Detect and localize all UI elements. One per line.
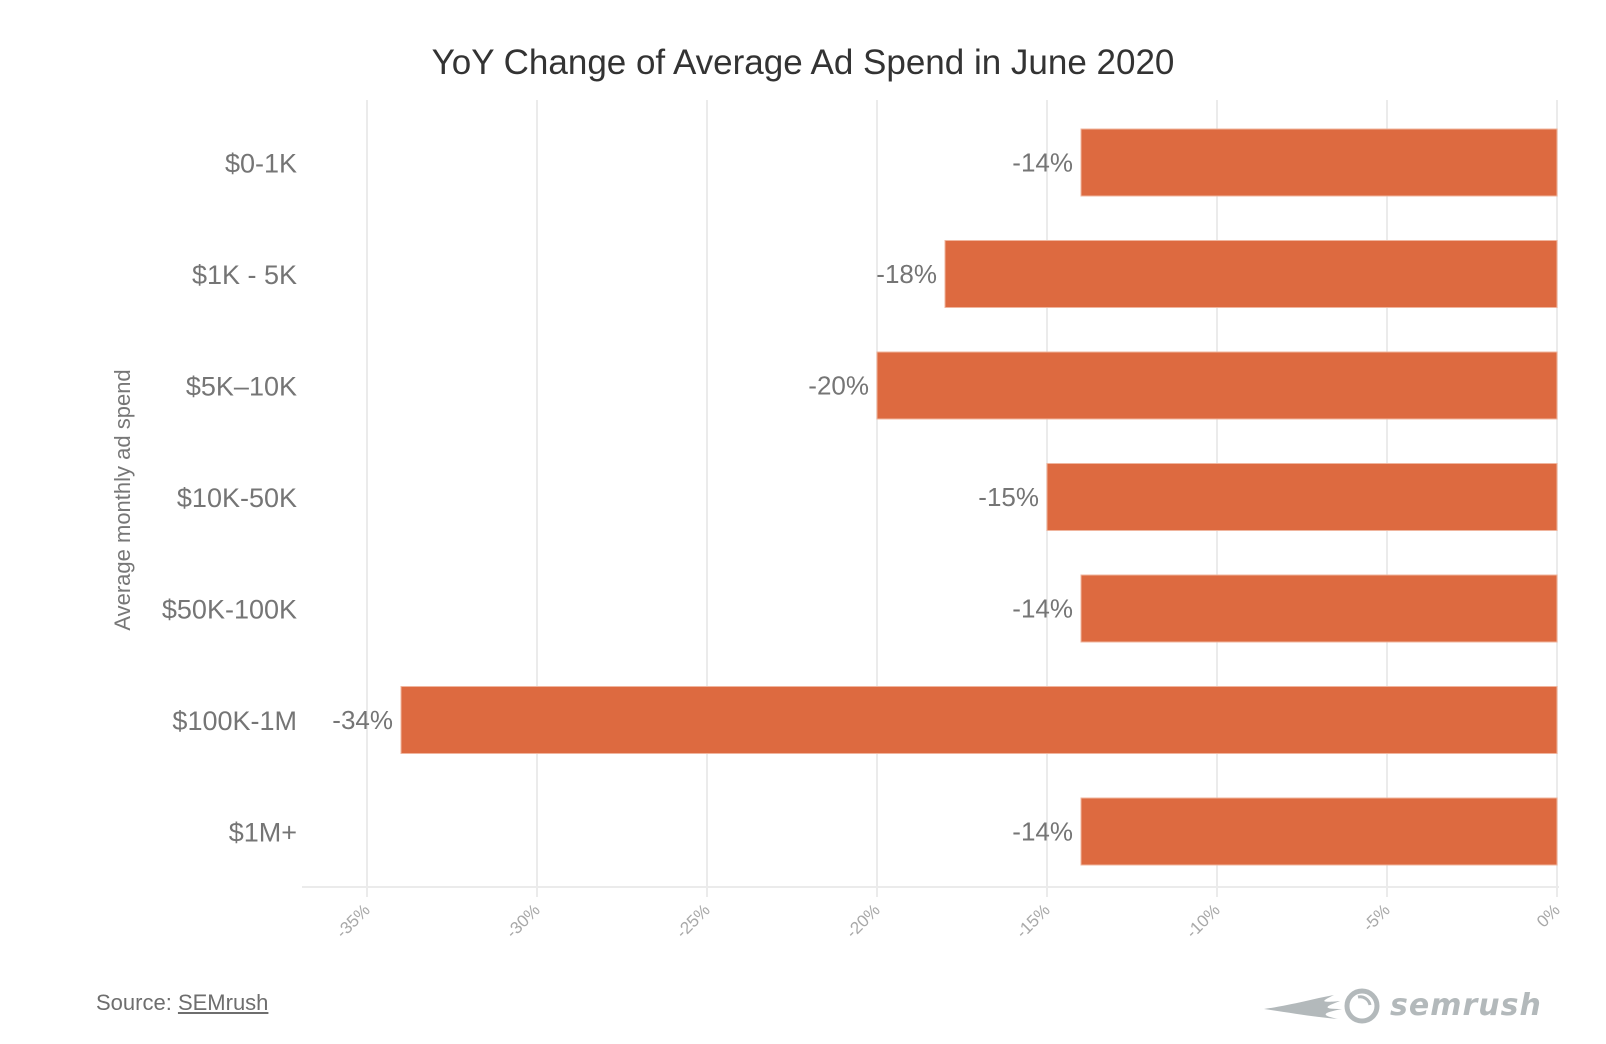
bar — [944, 240, 1558, 308]
category-label: $1K - 5K — [192, 260, 297, 290]
x-tick-label: -25% — [672, 900, 713, 941]
bar — [1046, 463, 1558, 531]
category-label: $0-1K — [225, 149, 297, 179]
data-labels: -14% -18% -20% -15% -14% -34% -14% — [332, 148, 1073, 847]
bar — [400, 686, 1558, 754]
category-label: $5K–10K — [186, 372, 297, 402]
x-tick-label: 0% — [1533, 900, 1564, 931]
x-tick-label: -15% — [1012, 900, 1053, 941]
category-label: $50K-100K — [162, 595, 297, 625]
logo-wordmark: semrush — [1390, 987, 1542, 1023]
semrush-logo: semrush — [1262, 985, 1542, 1025]
category-label: $10K-50K — [177, 483, 297, 513]
bars — [400, 128, 1558, 866]
data-label: -14% — [1012, 594, 1073, 624]
data-label: -14% — [1012, 148, 1073, 178]
x-tick-label: -5% — [1359, 900, 1394, 935]
x-tick-label: -10% — [1182, 900, 1223, 941]
category-label: $1M+ — [229, 818, 297, 848]
y-axis-label: Average monthly ad spend — [110, 369, 135, 630]
x-tick-label: -30% — [502, 900, 543, 941]
data-label: -14% — [1012, 817, 1073, 847]
x-tick-labels: -35% -30% -25% -20% -15% -10% -5% 0% — [332, 900, 1563, 941]
x-tick-label: -35% — [332, 900, 373, 941]
data-label: -15% — [978, 482, 1039, 512]
source-note: Source: SEMrush — [96, 990, 268, 1016]
source-prefix: Source: — [96, 990, 178, 1015]
bar — [1080, 797, 1558, 866]
data-label: -18% — [876, 259, 937, 289]
data-label: -20% — [808, 371, 869, 401]
source-link[interactable]: SEMrush — [177, 990, 269, 1015]
bar — [1080, 128, 1558, 197]
bar — [876, 351, 1558, 420]
chart-title: YoY Change of Average Ad Spend in June 2… — [432, 43, 1175, 82]
comet-icon — [1264, 988, 1380, 1024]
category-labels: $0-1K $1K - 5K $5K–10K $10K-50K $50K-100K $10… — [162, 149, 297, 848]
bar — [1080, 574, 1558, 643]
category-label: $100K-1M — [172, 706, 297, 736]
x-tick-label: -20% — [842, 900, 883, 941]
data-label: -34% — [332, 705, 393, 735]
